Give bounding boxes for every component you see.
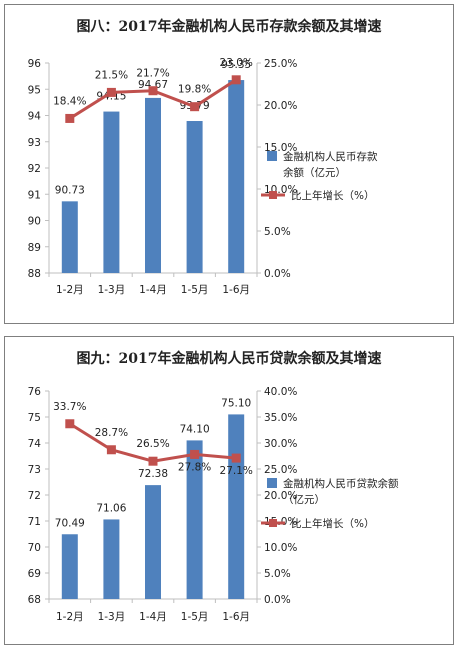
legend-bar-swatch — [267, 478, 277, 488]
line-data-label: 33.7% — [53, 401, 86, 413]
left-tick-label: 75 — [28, 412, 41, 424]
line-data-label: 19.8% — [178, 84, 211, 96]
legend-bar-label-line2: （亿元） — [283, 493, 325, 506]
deposit-chart-panel: 图八：2017年金融机构人民币存款余额及其增速 88 89 90 91 92 93 94 95 9… — [4, 4, 454, 324]
legend-line-marker — [269, 519, 277, 527]
right-tick-label: 0.0% — [264, 594, 291, 606]
line-point — [190, 449, 200, 459]
right-tick-label: 25.0% — [264, 58, 297, 70]
category-label: 1-6月 — [222, 611, 250, 623]
line-data-label: 23.0% — [220, 57, 253, 69]
legend-line-label: 比上年增长（%） — [291, 189, 374, 202]
legend-bar-label-line2: 余额（亿元） — [283, 166, 346, 179]
line-data-label: 21.7% — [136, 68, 169, 80]
line-point — [148, 86, 158, 96]
left-tick-label: 95 — [28, 84, 41, 96]
legend-bar-label-line1: 金融机构人民币贷款余额 — [283, 477, 399, 490]
left-tick-label: 94 — [28, 111, 42, 123]
left-tick-label: 71 — [28, 516, 41, 528]
line-point — [106, 87, 116, 97]
bar-data-label: 94.67 — [138, 79, 168, 91]
category-label: 1-3月 — [98, 611, 126, 623]
line-data-label: 28.7% — [95, 427, 128, 439]
bar — [61, 534, 78, 599]
bar-data-label: 70.49 — [55, 517, 85, 529]
bar — [103, 519, 120, 599]
line-data-label: 26.5% — [136, 438, 169, 450]
category-label: 1-6月 — [222, 284, 250, 296]
left-tick-label: 91 — [28, 189, 41, 201]
left-tick-label: 74 — [28, 438, 42, 450]
left-tick-label: 70 — [28, 542, 41, 554]
bar-data-label: 75.10 — [221, 397, 251, 409]
left-tick-label: 92 — [28, 163, 41, 175]
right-tick-label: 20.0% — [264, 100, 297, 112]
right-tick-label: 5.0% — [264, 568, 291, 580]
bar-data-label: 72.38 — [138, 468, 168, 480]
right-tick-label: 10.0% — [264, 542, 297, 554]
right-tick-label: 30.0% — [264, 438, 297, 450]
bar — [228, 414, 245, 599]
line-data-label: 21.5% — [95, 69, 128, 81]
left-tick-label: 69 — [28, 568, 41, 580]
left-tick-label: 76 — [28, 386, 42, 398]
left-tick-label: 72 — [28, 490, 41, 502]
bar — [103, 111, 120, 273]
category-label: 1-4月 — [139, 611, 167, 623]
category-label: 1-3月 — [98, 284, 126, 296]
category-label: 1-2月 — [56, 284, 84, 296]
bar — [186, 121, 203, 273]
line-point — [148, 456, 158, 466]
loan-chart: 图九：2017年金融机构人民币贷款余额及其增速 68 69 70 71 72 73 74 75 7… — [28, 350, 399, 623]
bar — [145, 97, 161, 273]
left-tick-label: 90 — [28, 216, 41, 228]
deposit-chart: 图八：2017年金融机构人民币存款余额及其增速 88 89 90 91 92 93 94 95 9… — [28, 18, 382, 296]
category-label: 1-5月 — [181, 284, 209, 296]
right-tick-label: 40.0% — [264, 386, 297, 398]
chart-title: 图九：2017年金融机构人民币贷款余额及其增速 — [77, 350, 382, 367]
line-data-label: 27.8% — [178, 461, 211, 473]
left-tick-label: 93 — [28, 137, 41, 149]
loan-chart-panel: 图九：2017年金融机构人民币贷款余额及其增速 68 69 70 71 72 73 74 75 7… — [4, 336, 454, 645]
legend-line-label: 比上年增长（%） — [291, 517, 374, 530]
line-point — [231, 453, 241, 463]
line-point — [231, 75, 241, 85]
legend-line-marker — [269, 191, 277, 199]
bar-data-label: 95.35 — [221, 59, 251, 71]
bar — [228, 80, 245, 273]
right-tick-label: 25.0% — [264, 464, 297, 476]
right-tick-label: 35.0% — [264, 412, 297, 424]
bar-data-label: 74.10 — [180, 423, 210, 435]
left-tick-label: 96 — [28, 58, 42, 70]
chart-title: 图八：2017年金融机构人民币存款余额及其增速 — [77, 18, 382, 35]
category-label: 1-2月 — [56, 611, 84, 623]
left-tick-label: 73 — [28, 464, 41, 476]
left-tick-label: 68 — [28, 594, 41, 606]
right-tick-label: 20.0% — [264, 490, 297, 502]
left-tick-label: 88 — [28, 268, 41, 280]
line-point — [190, 102, 200, 112]
bar — [186, 440, 203, 599]
line-point — [65, 113, 75, 123]
bar — [145, 485, 161, 599]
legend-bar-label-line1: 金融机构人民币存款 — [283, 150, 378, 163]
left-tick-label: 89 — [28, 242, 41, 254]
bar-data-label: 90.73 — [55, 184, 85, 196]
legend-bar-swatch — [267, 151, 277, 161]
bar-data-label: 71.06 — [96, 502, 126, 514]
category-label: 1-4月 — [139, 284, 167, 296]
line-point — [65, 419, 75, 429]
right-tick-label: 0.0% — [264, 268, 291, 280]
category-label: 1-5月 — [181, 611, 209, 623]
right-tick-label: 5.0% — [264, 226, 291, 238]
bar — [61, 201, 78, 273]
line-point — [106, 445, 116, 455]
line-data-label: 18.4% — [53, 95, 86, 107]
line-data-label: 27.1% — [220, 465, 253, 477]
